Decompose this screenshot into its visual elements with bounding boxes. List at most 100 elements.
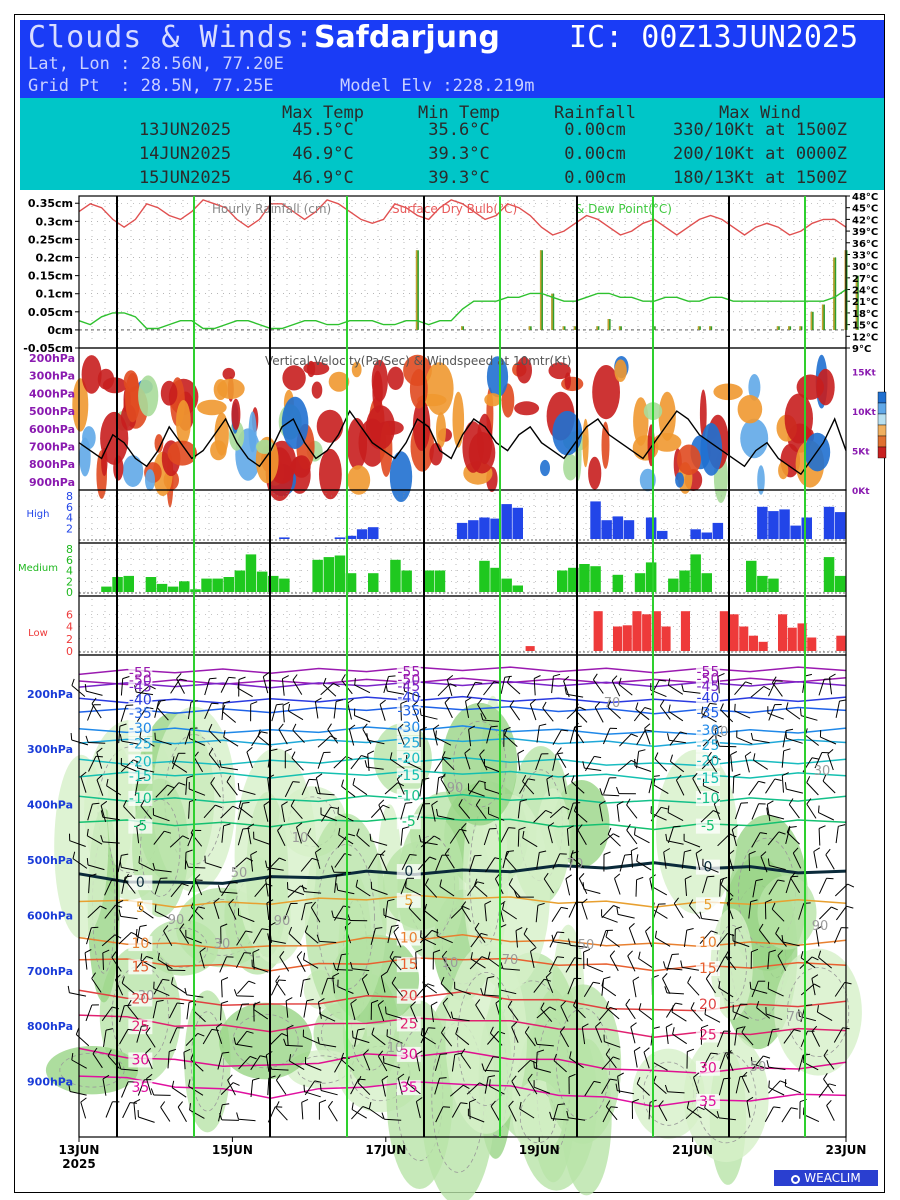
wind-barb	[120, 1068, 138, 1072]
wind-barb-flag	[341, 779, 344, 787]
wind-barb	[171, 753, 179, 770]
wind-barb-flag	[127, 999, 132, 1007]
wind-barb	[546, 779, 550, 796]
temp-y-tick: 12°C	[852, 332, 878, 343]
isotherm-label-bg	[695, 737, 720, 753]
wind-barb	[146, 1078, 152, 1096]
wind-barb	[752, 739, 770, 744]
wind-barb-flag	[197, 906, 206, 909]
vertical-velocity-panel	[72, 354, 887, 508]
rain-bar-shade	[415, 250, 418, 330]
cloud-bar	[368, 527, 379, 539]
cloud-bar	[190, 589, 201, 592]
isotherm-label: 35	[400, 1080, 418, 1096]
wind-barb	[250, 1055, 261, 1071]
wind-barb-flag	[86, 858, 89, 866]
wind-barb-flag	[405, 880, 407, 888]
wind-barb	[602, 728, 611, 745]
wind-barb-flag	[382, 1055, 385, 1064]
wind-barb	[560, 1005, 569, 1022]
wind-barb-flag	[710, 930, 718, 934]
isotherm-label: -30	[129, 721, 152, 737]
humidity-contour	[232, 1013, 299, 1069]
cloud-bar	[787, 627, 797, 651]
velocity-y-tick: 900hPa	[29, 476, 75, 489]
wind-barb-flag	[226, 775, 232, 782]
humidity-patch	[536, 788, 570, 891]
wind-barb	[119, 1005, 125, 1023]
grid-point: Grid Pt : 28.5N, 77.25E	[28, 76, 274, 96]
wind-barb-flag	[557, 931, 565, 934]
rain-y-tick: 0.05cm	[28, 306, 73, 319]
isotherm-label: -55	[697, 665, 720, 681]
wind-barb	[617, 759, 632, 772]
wind-barb	[170, 883, 183, 898]
wind-barb	[441, 1032, 453, 1047]
wind-barb-flag	[331, 865, 335, 873]
wind-barb	[702, 733, 716, 747]
cloud-bar	[434, 570, 446, 592]
wind-barb-flag	[490, 725, 498, 728]
cloud-bar	[612, 516, 624, 539]
wind-barb-flag	[138, 777, 146, 780]
wind-barb-flag	[490, 1100, 496, 1107]
wind-barb	[307, 834, 320, 848]
cloud-bar	[739, 626, 749, 651]
isotherm-label: -25	[129, 737, 152, 753]
wind-barb	[768, 1080, 781, 1094]
wind-barb	[769, 865, 786, 871]
wind-barb	[549, 806, 564, 819]
wind-barb	[356, 834, 370, 847]
wind-barb	[305, 1063, 322, 1071]
wind-barb	[450, 906, 464, 919]
wind-barb	[140, 805, 152, 820]
humidity-label: 50	[750, 1060, 767, 1075]
wind-barb-flag	[118, 1062, 122, 1070]
wind-barb	[187, 702, 192, 719]
wind-barb	[87, 835, 103, 845]
wind-barb	[670, 761, 685, 773]
wind-barb-flag	[632, 1098, 639, 1103]
wind-barb	[205, 862, 222, 869]
cloud-bar	[279, 578, 290, 592]
wind-barb-flag	[418, 834, 422, 842]
wind-barb	[221, 1119, 239, 1121]
wind-barb	[439, 885, 455, 897]
wind-barb	[275, 1079, 287, 1095]
panel-border	[78, 654, 847, 1138]
wind-barb	[88, 742, 106, 744]
wind-barb-flag	[654, 930, 657, 938]
wind-barb	[269, 1033, 283, 1046]
wind-barb	[188, 866, 206, 869]
wind-barb-flag	[553, 673, 561, 677]
wind-barb	[581, 903, 588, 920]
wind-barb	[385, 1013, 403, 1019]
wind-barb	[765, 778, 776, 794]
wind-barb	[416, 983, 429, 997]
cloud-bar	[651, 611, 661, 651]
wind-barb	[487, 1031, 499, 1045]
rain-bar-shade	[551, 293, 553, 330]
wind-barb-flag	[513, 890, 518, 898]
wind-barb	[104, 879, 113, 896]
humidity-contour	[457, 972, 516, 1106]
wind-barb-flag	[138, 901, 142, 909]
wind-barb-flag	[283, 1038, 287, 1046]
wind-barb-flag	[582, 882, 585, 890]
wind-barb-flag	[643, 1047, 650, 1053]
wind-barb	[693, 1077, 700, 1094]
cloud-bar	[623, 520, 635, 539]
wind-barb	[250, 1080, 254, 1098]
wind-barb	[106, 785, 122, 796]
wind-barb-flag	[278, 723, 284, 730]
wind-barb	[153, 814, 170, 822]
isotherm-label-bg	[695, 770, 720, 786]
wind-barb	[519, 778, 529, 794]
cloud-y-tick: 6	[66, 608, 73, 621]
isotherm-label: 15	[699, 961, 717, 977]
wind-barb	[88, 876, 91, 894]
wind-barb	[401, 854, 411, 871]
cloud-bar	[632, 611, 642, 651]
colorbar-swatch	[877, 413, 887, 426]
wind-barb-flag	[613, 905, 621, 909]
